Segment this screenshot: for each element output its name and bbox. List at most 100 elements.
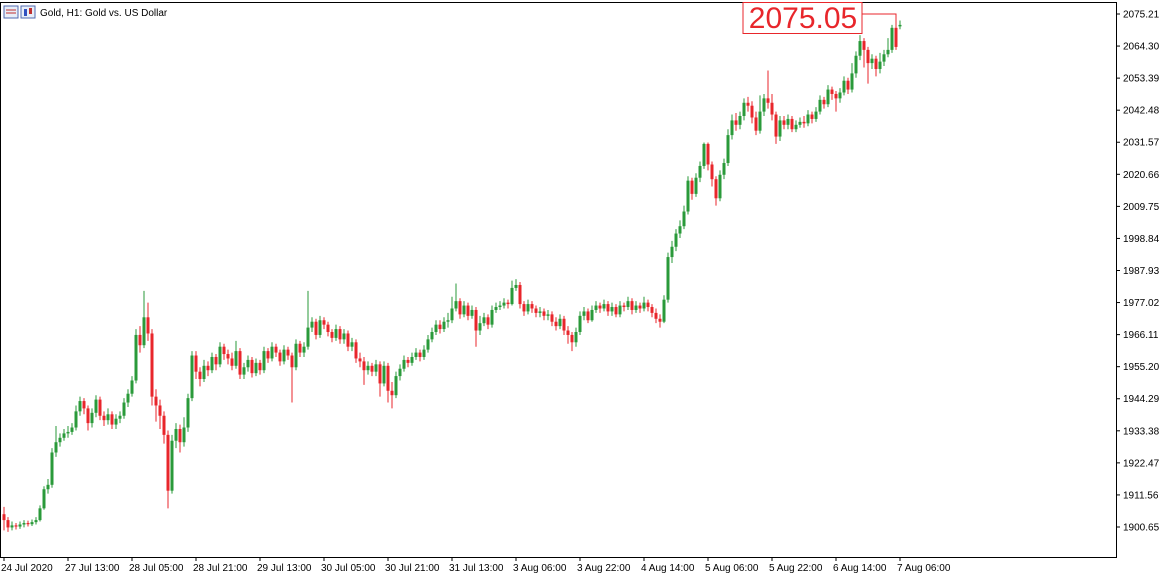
y-tick-label: 2020.66 (1123, 170, 1160, 181)
candle-body (838, 92, 842, 99)
candle-body (154, 396, 158, 406)
candle-body (146, 317, 150, 334)
y-tick-label: 1966.11 (1123, 330, 1159, 341)
candle-body (258, 362, 262, 371)
plot (2, 20, 902, 532)
y-tick-label: 1955.20 (1123, 362, 1160, 373)
candle-body (2, 514, 6, 521)
candle-body (590, 309, 594, 321)
candle-body (334, 329, 338, 338)
candle-body (894, 27, 898, 47)
candle-body (426, 339, 430, 350)
candle-body (702, 143, 706, 166)
candle-body (298, 343, 302, 353)
candle-body (390, 390, 394, 396)
candle-body (622, 305, 626, 308)
candle-body (470, 309, 474, 316)
candle-body (102, 415, 106, 421)
candle-body (482, 317, 486, 324)
candle-body (786, 118, 790, 125)
candle-body (646, 302, 650, 308)
candle-body (302, 346, 306, 353)
candle-body (610, 307, 614, 312)
candle-body (810, 114, 814, 119)
candle-body (162, 415, 166, 435)
candle-body (690, 180, 694, 194)
candle-body (706, 143, 710, 165)
candle-body (774, 114, 778, 137)
candle-body (114, 418, 118, 425)
candle-body (862, 41, 866, 50)
candle-body (574, 332, 578, 343)
x-tick-label: 4 Aug 14:00 (641, 563, 695, 574)
y-tick-label: 1944.29 (1123, 394, 1160, 405)
candle-body (350, 342, 354, 347)
candle-body (50, 452, 54, 485)
candle-body (246, 359, 250, 368)
candle-body (254, 362, 258, 374)
candle-body (290, 355, 294, 368)
candle-body (250, 359, 254, 374)
candle-body (698, 165, 702, 178)
candle-body (534, 308, 538, 313)
x-tick-label: 5 Aug 06:00 (705, 563, 759, 574)
candle-body (210, 356, 214, 371)
candle-body (578, 315, 582, 333)
candle-body (758, 111, 762, 131)
candle-body (506, 302, 510, 305)
candle-body (678, 226, 682, 234)
candle-body (354, 342, 358, 359)
y-tick-label: 1987.93 (1123, 266, 1160, 277)
candle-body (434, 324, 438, 333)
candle-body (198, 371, 202, 380)
candle-body (286, 349, 290, 356)
candle-body (854, 55, 858, 74)
x-tick-label: 24 Jul 2020 (1, 563, 53, 574)
candle-body (822, 99, 826, 105)
price-label-box (742, 2, 863, 34)
candle-body (370, 365, 374, 372)
candle-body (150, 333, 154, 397)
candle-body (266, 351, 270, 359)
candle-body (130, 380, 134, 394)
candle-body (898, 24, 902, 27)
candle-body (206, 365, 210, 371)
candle-body (142, 317, 146, 346)
candle-body (654, 312, 658, 319)
candle-body (394, 376, 398, 396)
y-tick-label: 2009.75 (1123, 202, 1160, 213)
candle-body (270, 346, 274, 359)
candle-body (46, 484, 50, 490)
candle-body (98, 399, 102, 416)
candle-body (6, 520, 10, 528)
candle-body (518, 284, 522, 305)
candle-body (54, 442, 58, 453)
candle-body (174, 428, 178, 441)
candle-body (886, 49, 890, 55)
candle-body (802, 121, 806, 124)
candle-body (326, 324, 330, 333)
candle-body (638, 305, 642, 309)
candle-body (870, 58, 874, 64)
candle-body (738, 115, 742, 125)
candle-body (686, 180, 690, 212)
candle-body (294, 343, 298, 368)
candle-body (126, 393, 130, 403)
x-tick-label: 7 Aug 06:00 (897, 563, 951, 574)
candle-body (346, 333, 350, 347)
x-tick-label: 29 Jul 13:00 (257, 563, 312, 574)
candle-body (282, 349, 286, 362)
candle-body (514, 284, 518, 288)
candle-body (330, 332, 334, 338)
candle-body (742, 102, 746, 116)
candle-body (798, 121, 802, 125)
candle-body (182, 427, 186, 443)
candle-body (606, 304, 610, 312)
candle-body (94, 399, 98, 413)
candle-body (502, 302, 506, 306)
candle-body (418, 352, 422, 357)
candle-body (658, 318, 662, 322)
candle-body (498, 305, 502, 308)
candle-body (554, 321, 558, 327)
